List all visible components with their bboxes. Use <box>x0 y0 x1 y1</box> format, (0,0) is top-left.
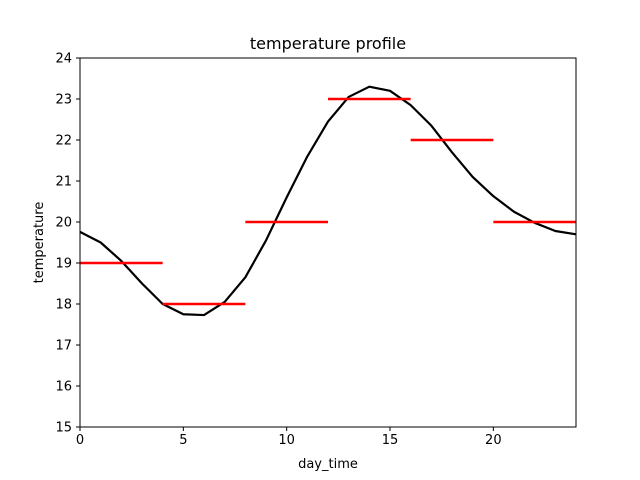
y-tick-label: 16 <box>55 380 72 395</box>
plot-frame <box>79 57 577 428</box>
y-tick-label: 24 <box>55 52 72 67</box>
x-tick-label: 5 <box>179 433 187 448</box>
y-tick-label: 22 <box>55 134 72 149</box>
y-tick-label: 20 <box>55 216 72 231</box>
y-axis: 15 16 17 18 19 20 21 22 23 24 <box>55 52 80 436</box>
x-tick-label: 20 <box>485 433 502 448</box>
x-axis-label: day_time <box>298 457 358 472</box>
y-axis-label: temperature <box>32 202 47 284</box>
chart-title: temperature profile <box>250 34 406 53</box>
y-tick-label: 21 <box>55 175 72 190</box>
y-tick-label: 19 <box>55 257 72 272</box>
x-axis: 0 5 10 15 20 <box>76 427 502 448</box>
y-tick-label: 23 <box>55 93 72 108</box>
x-tick-label: 10 <box>278 433 295 448</box>
y-tick-label: 15 <box>55 421 72 436</box>
x-tick-label: 0 <box>76 433 84 448</box>
y-tick-label: 18 <box>55 298 72 313</box>
y-tick-label: 17 <box>55 339 72 354</box>
x-tick-label: 15 <box>382 433 399 448</box>
